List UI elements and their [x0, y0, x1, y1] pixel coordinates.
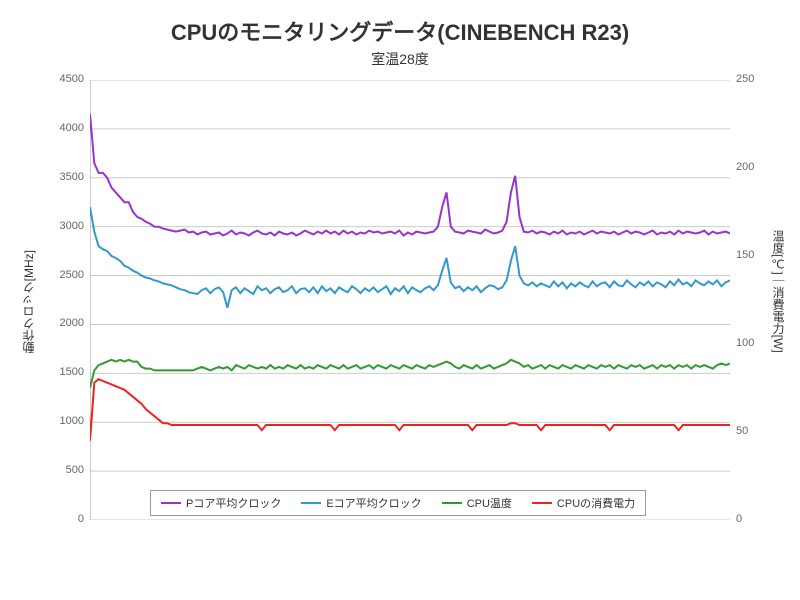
- y-left-tick: 1000: [60, 415, 84, 427]
- y-left-tick: 3500: [60, 171, 84, 183]
- y-right-tick: 50: [736, 425, 748, 437]
- legend: Pコア平均クロック Eコア平均クロック CPU温度 CPUの消費電力: [150, 490, 646, 516]
- legend-label: Pコア平均クロック: [186, 495, 281, 511]
- legend-swatch: [161, 502, 181, 504]
- chart-title: CPUのモニタリングデータ(CINEBENCH R23): [0, 0, 800, 47]
- y-left-tick: 0: [78, 513, 84, 525]
- plot-area: [90, 80, 730, 520]
- series-line: [90, 379, 730, 441]
- chart-subtitle: 室温28度: [0, 49, 800, 69]
- y-left-tick: 4000: [60, 122, 84, 134]
- y-right-tick: 150: [736, 249, 754, 261]
- legend-swatch: [301, 502, 321, 504]
- plot-svg: [90, 80, 730, 520]
- y-axis-left-label: 動作クロック[MHz]: [20, 250, 37, 353]
- legend-label: Eコア平均クロック: [326, 495, 421, 511]
- y-right-tick: 200: [736, 161, 754, 173]
- y-left-tick: 3000: [60, 220, 84, 232]
- y-right-tick: 250: [736, 73, 754, 85]
- legend-item: Pコア平均クロック: [161, 495, 281, 511]
- legend-swatch: [532, 502, 552, 504]
- series-line: [90, 207, 730, 308]
- legend-label: CPU温度: [467, 495, 512, 511]
- chart-container: CPUのモニタリングデータ(CINEBENCH R23) 室温28度 動作クロッ…: [0, 0, 800, 600]
- legend-label: CPUの消費電力: [557, 495, 635, 511]
- y-left-tick: 2500: [60, 269, 84, 281]
- y-left-tick: 4500: [60, 73, 84, 85]
- series-line: [90, 360, 730, 388]
- series-line: [90, 114, 730, 235]
- y-right-tick: 100: [736, 337, 754, 349]
- y-left-tick: 1500: [60, 366, 84, 378]
- legend-swatch: [442, 502, 462, 504]
- legend-item: CPU温度: [442, 495, 512, 511]
- y-axis-right-label: 温度[℃]｜消費電力[W]: [770, 230, 787, 353]
- legend-item: CPUの消費電力: [532, 495, 635, 511]
- y-right-tick: 0: [736, 513, 742, 525]
- y-left-tick: 2000: [60, 317, 84, 329]
- legend-item: Eコア平均クロック: [301, 495, 421, 511]
- y-left-tick: 500: [66, 464, 84, 476]
